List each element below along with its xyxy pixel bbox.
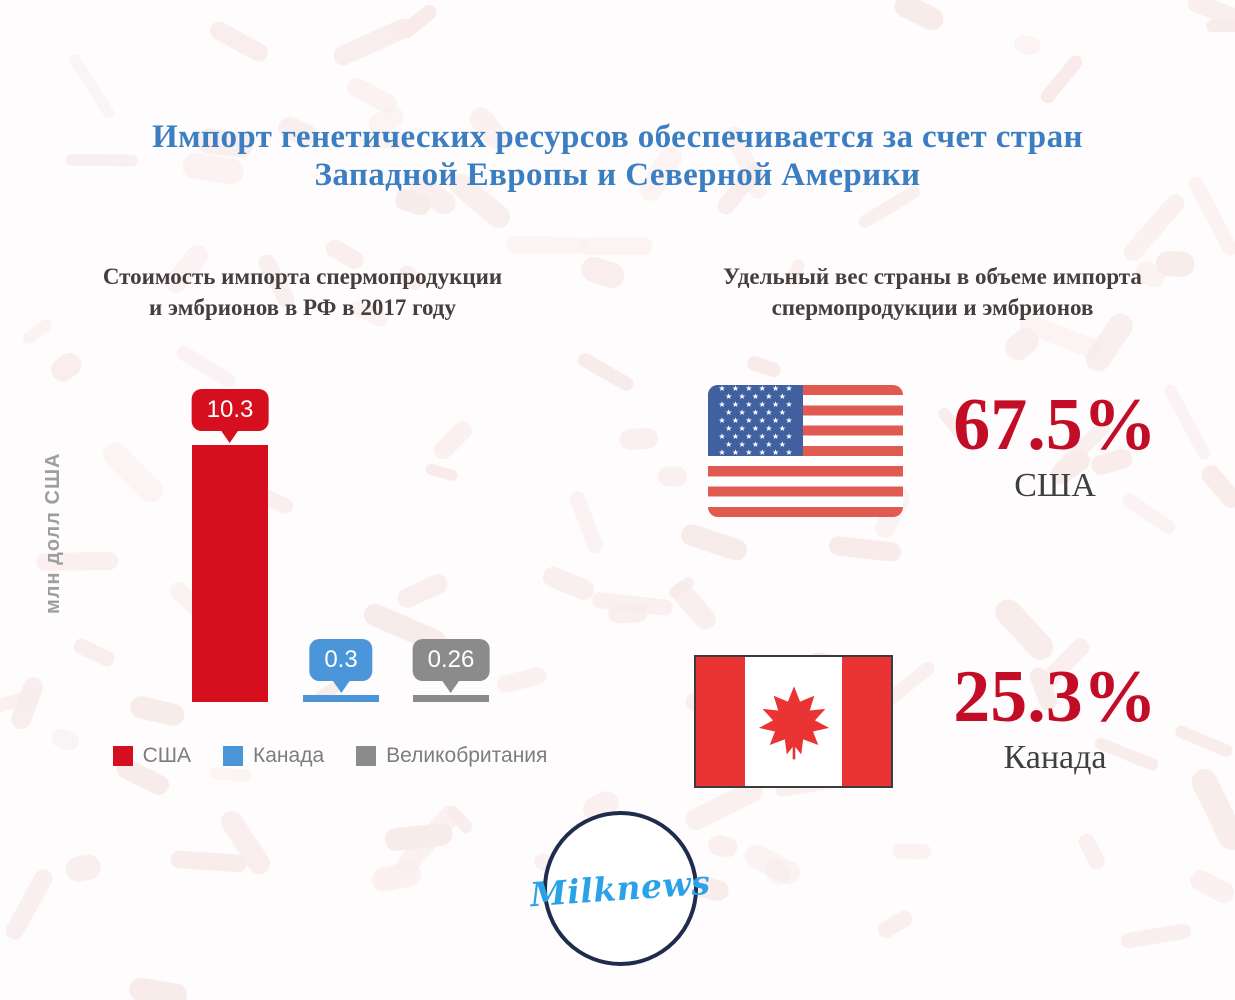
usa-share-percent: 67.5% — [953, 384, 1157, 466]
right-section-subtitle: Удельный вес страны в объеме импорта спе… — [655, 261, 1210, 323]
legend-label: США — [142, 744, 191, 767]
bar-value-callout: 0.3 — [309, 639, 373, 681]
star-row: ★ ★ ★ ★ ★ ★ — [718, 416, 793, 425]
legend-item-США: США — [112, 744, 191, 768]
legend-item-Канада: Канада — [223, 744, 324, 768]
star-row: ★ ★ ★ ★ ★ ★ — [718, 432, 793, 441]
left-chart-subtitle: Стоимость импорта спермопродукции и эмбр… — [30, 261, 575, 323]
star-row: ★ ★ ★ ★ ★ — [725, 408, 786, 417]
canada-share-block: 25.3% Канада — [915, 658, 1195, 778]
legend-swatch-icon — [112, 746, 133, 766]
canada-flag-icon — [694, 655, 893, 788]
bar-plot: 10.3 0.3 0.26 — [150, 380, 570, 702]
page-title-line1: Импорт генетических ресурсов обеспечивае… — [152, 119, 1083, 155]
legend-swatch-icon — [356, 746, 377, 766]
canada-flag-left-band — [696, 657, 745, 786]
star-row: ★ ★ ★ ★ ★ ★ — [718, 400, 793, 409]
left-subtitle-line2: и эмбрионов в РФ в 2017 году — [149, 295, 456, 320]
chart-legend: США Канада Великобритания — [40, 744, 620, 768]
bar-США — [192, 445, 268, 702]
page-title: Импорт генетических ресурсов обеспечивае… — [0, 118, 1235, 194]
canada-flag-center — [745, 657, 843, 786]
usa-flag-icon: ★ ★ ★ ★ ★ ★ ★ ★ ★ ★ ★ ★ ★ ★ ★ ★ ★ ★ ★ ★ ★ ★… — [708, 385, 903, 517]
maple-leaf-icon — [758, 685, 829, 759]
right-subtitle-line1: Удельный вес страны в объеме импорта — [723, 264, 1142, 289]
milknews-logo-text: Milknews — [529, 862, 712, 915]
page-title-line2: Западной Европы и Северной Америки — [314, 157, 921, 193]
canada-share-country: Канада — [1003, 739, 1107, 776]
usa-flag-star-field: ★ ★ ★ ★ ★ ★ ★ ★ ★ ★ ★ ★ ★ ★ ★ ★ ★ ★ ★ ★ ★ ★… — [708, 385, 803, 457]
bar-Великобритания — [413, 695, 489, 702]
star-row: ★ ★ ★ ★ ★ — [725, 440, 786, 449]
canada-flag-right-band — [842, 657, 891, 786]
milknews-logo: Milknews — [529, 811, 712, 966]
star-row: ★ ★ ★ ★ ★ — [725, 392, 786, 401]
bar-value-callout: 10.3 — [191, 389, 269, 431]
right-subtitle-line2: спермопродукции и эмбрионов — [771, 295, 1094, 320]
canada-share-percent: 25.3% — [953, 656, 1157, 738]
legend-item-Великобритания: Великобритания — [356, 744, 547, 768]
usa-share-block: 67.5% США — [915, 386, 1195, 506]
star-row: ★ ★ ★ ★ ★ ★ — [718, 385, 793, 393]
y-axis-label: млн долл США — [42, 452, 64, 614]
legend-swatch-icon — [223, 746, 243, 766]
legend-label: Великобритания — [386, 744, 548, 767]
left-subtitle-line1: Стоимость импорта спермопродукции — [102, 264, 503, 289]
bar-Канада — [303, 695, 379, 702]
legend-label: Канада — [253, 744, 325, 767]
bar-value-callout: 0.26 — [412, 639, 490, 681]
usa-share-country: США — [1014, 467, 1096, 504]
star-row: ★ ★ ★ ★ ★ — [725, 424, 786, 433]
star-row: ★ ★ ★ ★ ★ ★ — [718, 448, 793, 457]
